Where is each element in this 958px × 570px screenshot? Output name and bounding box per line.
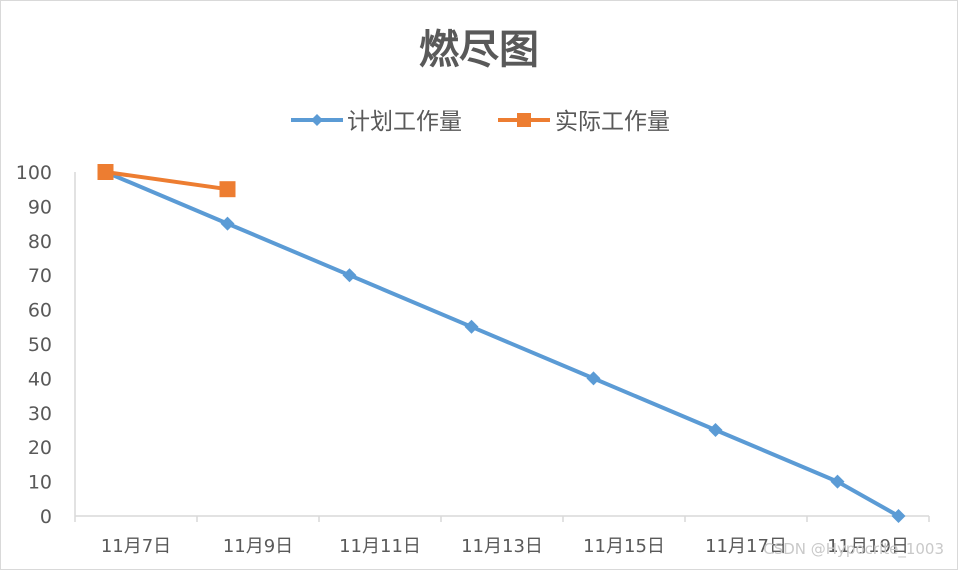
data-point-plan — [220, 216, 235, 231]
legend-item-actual-marker — [517, 113, 531, 127]
data-point-plan — [891, 509, 906, 523]
series-line-1 — [105, 170, 228, 192]
data-point-actual — [219, 181, 236, 198]
data-point-plan — [830, 474, 845, 489]
x-tick-label: 11月11日 — [339, 536, 421, 557]
x-tick-label: 11月7日 — [101, 536, 171, 557]
legend-item-actual-label: 实际工作量 — [555, 109, 670, 135]
x-tick-label: 11月15日 — [583, 536, 665, 557]
x-tick-label: 11月17日 — [705, 536, 787, 557]
y-tick-label: 30 — [28, 403, 52, 425]
y-tick-label: 40 — [28, 368, 52, 390]
y-tick-label: 90 — [28, 196, 52, 218]
x-tick-label: 11月19日 — [827, 536, 909, 557]
y-tick-label: 60 — [28, 300, 52, 322]
legend-item-plan-label: 计划工作量 — [347, 109, 462, 135]
y-tick-label: 100 — [16, 162, 52, 184]
watermark: CSDN @Hypocrite_1003 — [763, 540, 944, 558]
y-tick-label: 80 — [28, 231, 52, 253]
series-line-0 — [104, 170, 900, 518]
data-point-plan — [342, 268, 357, 283]
y-tick-label: 20 — [28, 437, 52, 459]
x-tick-label: 11月9日 — [223, 536, 293, 557]
data-point-plan — [708, 423, 723, 437]
chart-title: 燃尽图 — [419, 27, 539, 73]
y-tick-label: 50 — [28, 334, 52, 356]
data-point-plan — [464, 319, 479, 334]
y-tick-label: 0 — [40, 506, 52, 528]
y-tick-label: 10 — [28, 472, 52, 494]
x-tick-label: 11月13日 — [461, 536, 543, 557]
legend-item-plan-marker — [311, 114, 323, 126]
data-point-actual — [97, 164, 114, 180]
data-point-plan — [586, 371, 601, 386]
y-tick-label: 70 — [28, 265, 52, 287]
